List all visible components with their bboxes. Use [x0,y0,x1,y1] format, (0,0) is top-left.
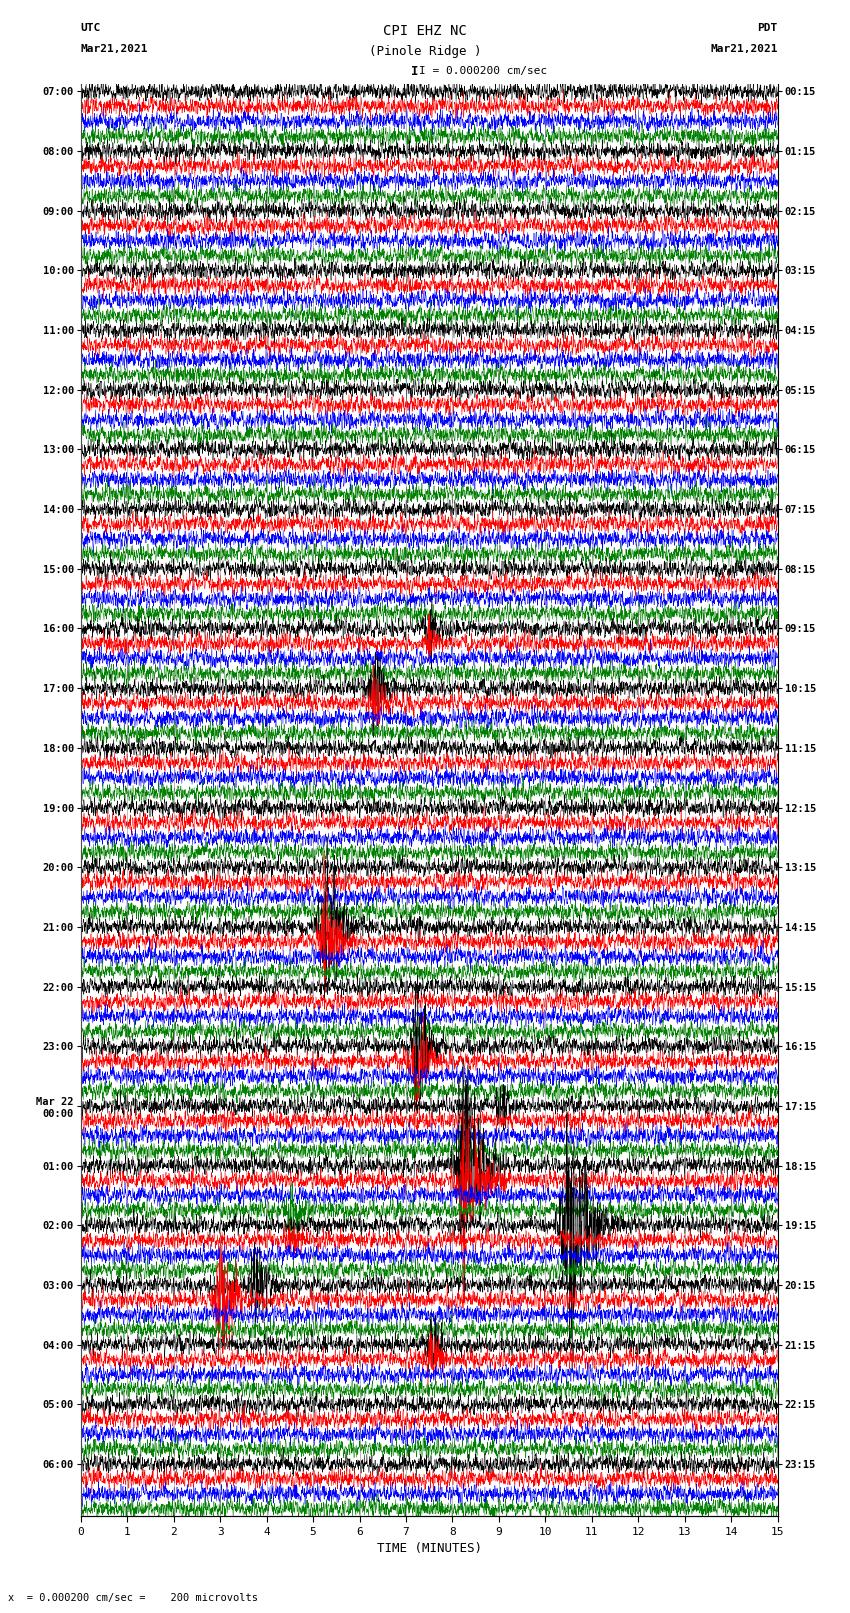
Text: PDT: PDT [757,23,778,32]
Text: CPI EHZ NC: CPI EHZ NC [383,24,467,39]
Text: UTC: UTC [81,23,101,32]
X-axis label: TIME (MINUTES): TIME (MINUTES) [377,1542,482,1555]
Text: x  = 0.000200 cm/sec =    200 microvolts: x = 0.000200 cm/sec = 200 microvolts [8,1594,258,1603]
Text: I: I [411,65,418,77]
Text: (Pinole Ridge ): (Pinole Ridge ) [369,45,481,58]
Text: I = 0.000200 cm/sec: I = 0.000200 cm/sec [419,66,547,76]
Text: Mar21,2021: Mar21,2021 [81,44,148,53]
Text: Mar21,2021: Mar21,2021 [711,44,778,53]
